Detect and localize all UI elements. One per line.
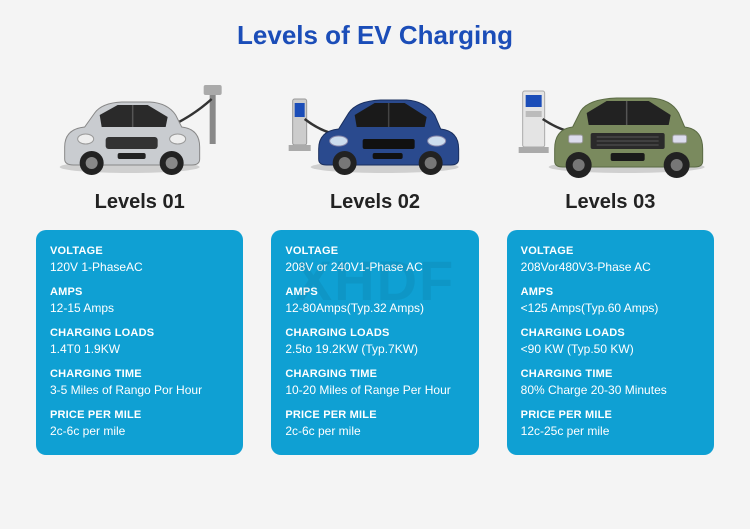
price-label: PRICE PER MILE — [50, 408, 229, 423]
amps-value: 12-15 Amps — [50, 300, 229, 316]
loads-value: 2.5to 19.2KW (Typ.7KW) — [285, 341, 464, 357]
spec-card-1: VOLTAGE 120V 1-PhaseAC AMPS 12-15 Amps C… — [36, 230, 243, 455]
loads-label: CHARGING LOADS — [521, 326, 700, 341]
time-label: CHARGING TIME — [521, 367, 700, 382]
car-icon — [507, 69, 714, 179]
spec-card-3: VOLTAGE 208Vor480V3-Phase AC AMPS <125 A… — [507, 230, 714, 455]
car-icon — [271, 69, 478, 179]
page-title: Levels of EV Charging — [36, 20, 714, 51]
voltage-value: 208Vor480V3-Phase AC — [521, 259, 700, 275]
level-column-2: Levels 02 VOLTAGE 208V or 240V1-Phase AC… — [271, 69, 478, 455]
price-value: 12c-25c per mile — [521, 423, 700, 439]
amps-value: 12-80Amps(Typ.32 Amps) — [285, 300, 464, 316]
loads-value: <90 KW (Typ.50 KW) — [521, 341, 700, 357]
time-label: CHARGING TIME — [285, 367, 464, 382]
price-value: 2c-6c per mile — [285, 423, 464, 439]
level-label-2: Levels 02 — [330, 191, 420, 214]
price-value: 2c-6c per mile — [50, 423, 229, 439]
amps-value: <125 Amps(Typ.60 Amps) — [521, 300, 700, 316]
car-icon — [36, 69, 243, 179]
amps-label: AMPS — [285, 285, 464, 300]
car-illustration-2 — [271, 69, 478, 179]
level-label-3: Levels 03 — [565, 191, 655, 214]
voltage-label: VOLTAGE — [50, 244, 229, 259]
car-illustration-3 — [507, 69, 714, 179]
time-value: 10-20 Miles of Range Per Hour — [285, 382, 464, 398]
voltage-label: VOLTAGE — [521, 244, 700, 259]
columns-container: Levels 01 VOLTAGE 120V 1-PhaseAC AMPS 12… — [36, 69, 714, 455]
price-label: PRICE PER MILE — [521, 408, 700, 423]
car-illustration-1 — [36, 69, 243, 179]
loads-label: CHARGING LOADS — [285, 326, 464, 341]
level-column-3: Levels 03 VOLTAGE 208Vor480V3-Phase AC A… — [507, 69, 714, 455]
level-column-1: Levels 01 VOLTAGE 120V 1-PhaseAC AMPS 12… — [36, 69, 243, 455]
voltage-value: 120V 1-PhaseAC — [50, 259, 229, 275]
amps-label: AMPS — [521, 285, 700, 300]
voltage-value: 208V or 240V1-Phase AC — [285, 259, 464, 275]
time-label: CHARGING TIME — [50, 367, 229, 382]
voltage-label: VOLTAGE — [285, 244, 464, 259]
time-value: 80% Charge 20-30 Minutes — [521, 382, 700, 398]
spec-card-2: VOLTAGE 208V or 240V1-Phase AC AMPS 12-8… — [271, 230, 478, 455]
amps-label: AMPS — [50, 285, 229, 300]
time-value: 3-5 Miles of Rango Por Hour — [50, 382, 229, 398]
level-label-1: Levels 01 — [95, 191, 185, 214]
loads-label: CHARGING LOADS — [50, 326, 229, 341]
price-label: PRICE PER MILE — [285, 408, 464, 423]
loads-value: 1.4T0 1.9KW — [50, 341, 229, 357]
